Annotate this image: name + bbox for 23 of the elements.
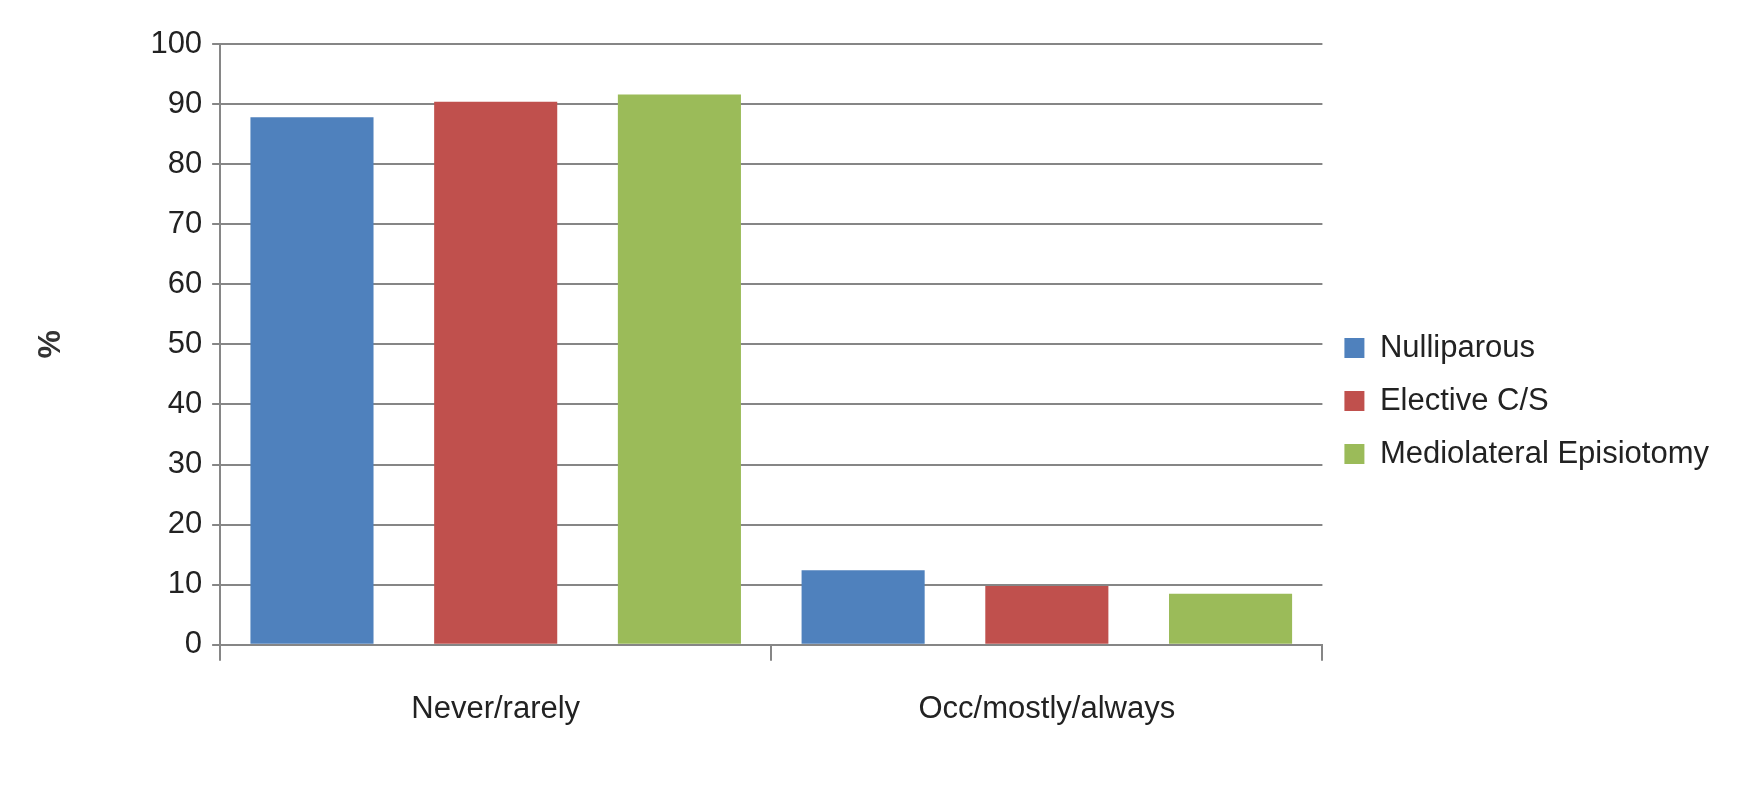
- y-tick-label: 40: [167, 385, 203, 421]
- y-tick-label: 10: [167, 565, 203, 601]
- y-tick-label: 0: [184, 625, 203, 661]
- y-tick-label: 20: [167, 505, 203, 541]
- bar: [250, 117, 374, 644]
- bar: [801, 570, 925, 644]
- y-tick-label: 50: [167, 324, 203, 360]
- legend-label: Nulliparous: [1379, 328, 1535, 364]
- bar: [1169, 593, 1293, 644]
- bar: [617, 94, 741, 644]
- y-tick-label: 90: [167, 84, 203, 120]
- bar: [985, 585, 1109, 644]
- bar: [434, 101, 558, 644]
- y-tick-label: 70: [167, 204, 203, 240]
- x-tick-label: Occ/mostly/always: [918, 689, 1176, 725]
- y-tick-label: 60: [167, 264, 203, 300]
- y-tick-label: 80: [167, 144, 203, 180]
- legend-label: Elective C/S: [1379, 381, 1549, 417]
- y-axis-title: %: [31, 330, 68, 359]
- x-tick-label: Never/rarely: [411, 689, 581, 725]
- y-tick-label: 30: [167, 445, 203, 481]
- y-tick-label: 100: [150, 24, 203, 60]
- legend-label: Mediolateral Episiotomy: [1379, 434, 1710, 470]
